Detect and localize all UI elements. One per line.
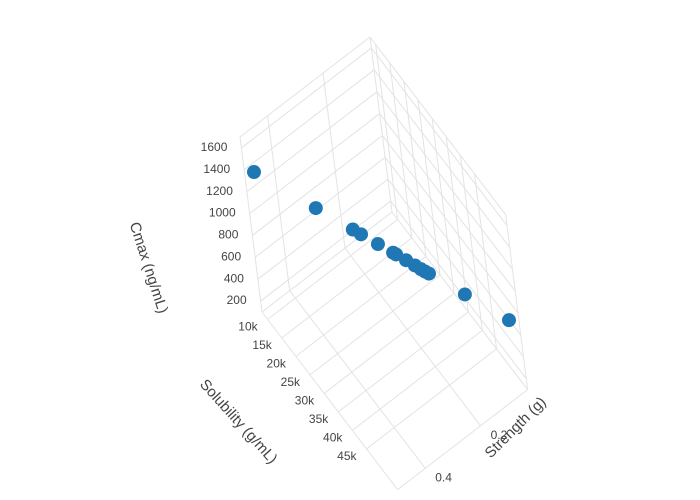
grid-line (366, 173, 498, 450)
y-tick-label: 30k (295, 394, 315, 408)
point (457, 287, 472, 302)
y-tick-label: 15k (252, 338, 272, 352)
point (370, 237, 385, 252)
grid-line (309, 99, 441, 376)
grid-line (249, 113, 516, 292)
point (501, 313, 516, 328)
z-tick-label: 600 (221, 249, 241, 263)
x-tick-label: 0.4 (435, 470, 452, 484)
grid-line (241, 47, 508, 226)
grid-line (322, 73, 481, 427)
point (354, 227, 369, 242)
y-tick-label: 35k (309, 412, 329, 426)
grid-line (252, 135, 519, 314)
grid-line (243, 69, 511, 248)
grid-line (337, 136, 469, 413)
z-tick-label: 200 (227, 293, 247, 307)
y-tick-label: 20k (267, 357, 287, 371)
box-edge (239, 36, 529, 490)
grid-line (281, 62, 413, 339)
z-tick-label: 1200 (206, 184, 233, 198)
z-tick-label: 1400 (203, 162, 230, 176)
z-tick-label: 800 (218, 228, 238, 242)
z-axis-title: Cmax (ng/mL) (126, 220, 172, 316)
point (308, 201, 323, 216)
grid-line (260, 200, 527, 379)
grid-line (267, 115, 426, 469)
y-axis-title: Solubility (g/mL) (196, 376, 281, 467)
grid-line (352, 155, 483, 431)
grid-line (246, 91, 513, 270)
point (421, 266, 436, 281)
z-tick-label: 1600 (201, 140, 228, 154)
y-tick-label: 45k (337, 449, 357, 463)
grid-line (295, 81, 427, 357)
point (246, 165, 261, 180)
grid-line (257, 178, 524, 358)
y-tick-label: 40k (323, 431, 343, 445)
x-tick-label: 0.2 (491, 428, 508, 442)
y-tick-label: 25k (281, 375, 301, 389)
y-tick-label: 10k (238, 320, 258, 334)
grid-line (267, 44, 399, 320)
grid-line (323, 118, 455, 394)
z-tick-label: 400 (224, 271, 244, 285)
z-tick-label: 1000 (209, 206, 236, 220)
